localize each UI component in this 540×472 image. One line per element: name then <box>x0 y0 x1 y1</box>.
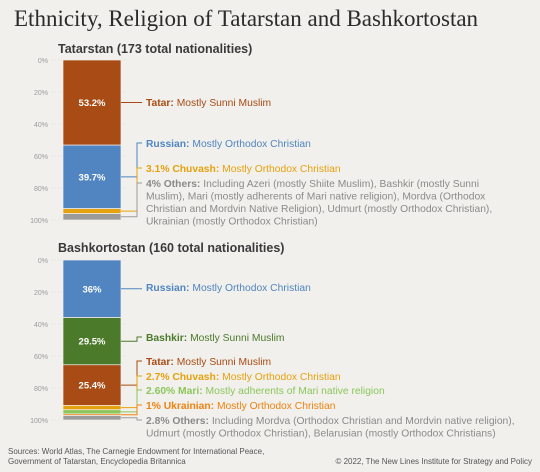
tatarstan-leader-line <box>121 142 142 178</box>
tatarstan-annotation-chuvash: 3.1% Chuvash: Mostly Orthodox Christian <box>146 164 341 175</box>
tatarstan-annotation-russian: Russian: Mostly Orthodox Christian <box>146 139 311 150</box>
bashkortostan-annotation-chuvash: 2.7% Chuvash: Mostly Orthodox Christian <box>146 372 341 383</box>
bashkortostan-tick-label: 80% <box>34 386 48 393</box>
bashkortostan-annotation-tatar: Tatar: Mostly Sunni Muslim <box>146 357 271 368</box>
tatarstan-annotation-tatar: Tatar: Mostly Sunni Muslim <box>146 98 271 109</box>
bashkortostan-leader-line <box>121 389 142 413</box>
sources-line: Sources: World Atlas, The Carnegie Endow… <box>8 447 265 456</box>
tatarstan-annotation-others: Christian and Mordvin Native Religion), … <box>146 204 492 215</box>
bashkortostan-annotation-russian: Russian: Mostly Orthodox Christian <box>146 283 311 294</box>
bashkortostan-data-label: 36% <box>82 284 102 295</box>
tatarstan-leader-line <box>121 182 142 218</box>
sources-note: Sources: World Atlas, The Carnegie Endow… <box>8 447 328 467</box>
tatarstan-tick-label: 80% <box>34 186 48 193</box>
tatarstan-data-label: 53.2% <box>79 98 106 109</box>
bashkortostan-leader-line <box>121 404 142 416</box>
bashkortostan-bar-segment-tatar <box>62 364 122 406</box>
tatarstan-annotation-others: Muslim), Mari (mostly adherents of Mari … <box>146 192 486 203</box>
bashkortostan-leader-line <box>121 360 142 386</box>
tatarstan-bar-segment-chuvash <box>62 208 122 214</box>
tatarstan-tick-label: 40% <box>34 122 48 129</box>
tatarstan-leader-line <box>121 167 142 212</box>
bashkortostan-leader-line <box>121 336 142 342</box>
tatarstan-tick-label: 60% <box>34 154 48 161</box>
tatarstan-data-label: 39.7% <box>79 172 106 183</box>
tatarstan-bar-segment-russian <box>62 144 122 209</box>
tatarstan-panel-title: Tatarstan (173 total nationalities) <box>58 42 253 56</box>
bashkortostan-annotation-ukrainian: 1% Ukrainian: Mostly Orthodox Christian <box>146 401 336 412</box>
bashkortostan-annotation-bashkir: Bashkir: Mostly Sunni Muslim <box>146 333 284 344</box>
bashkortostan-bar-segment-chuvash <box>62 405 122 411</box>
copyright-note: © 2022, The New Lines Institute for Stra… <box>335 457 532 466</box>
tatarstan-tick-label: 0% <box>38 58 48 65</box>
bashkortostan-annotation-others: 2.8% Others: Including Mordva (Orthodox … <box>146 416 515 427</box>
tatarstan-annotation-others: 4% Others: Including Azeri (mostly Shiit… <box>146 179 479 190</box>
bashkortostan-tick-label: 0% <box>38 258 48 265</box>
tatarstan-annotation-others: Ukrainian (mostly Orthodox Christian) <box>146 217 318 228</box>
tatarstan-bar-segment-others <box>62 213 122 221</box>
bashkortostan-annotation-mari: 2.60% Mari: Mostly adherents of Mari nat… <box>146 386 385 397</box>
tatarstan-tick-label: 20% <box>34 90 48 97</box>
bashkortostan-bar-segment-mari <box>62 409 122 415</box>
bashkortostan-data-label: 29.5% <box>79 337 106 348</box>
bashkortostan-tick-label: 20% <box>34 290 48 297</box>
bashkortostan-annotation-others: Udmurt (mostly Orthodox Christian), Bela… <box>146 429 496 440</box>
chart-title: Ethnicity, Religion of Tatarstan and Bas… <box>14 6 479 31</box>
tatarstan-tick-label: 100% <box>30 218 48 225</box>
bashkortostan-leader-line <box>121 417 142 421</box>
bashkortostan-data-label: 25.4% <box>79 381 106 392</box>
sources-line: Government of Tatarstan, Encyclopedia Br… <box>8 457 186 466</box>
bashkortostan-tick-label: 40% <box>34 322 48 329</box>
bashkortostan-leader-line <box>121 375 142 409</box>
bashkortostan-tick-label: 60% <box>34 354 48 361</box>
bashkortostan-tick-label: 100% <box>30 418 48 425</box>
bashkortostan-bar-segment-others <box>62 415 122 421</box>
bashkortostan-panel-title: Bashkortostan (160 total nationalities) <box>58 241 285 255</box>
